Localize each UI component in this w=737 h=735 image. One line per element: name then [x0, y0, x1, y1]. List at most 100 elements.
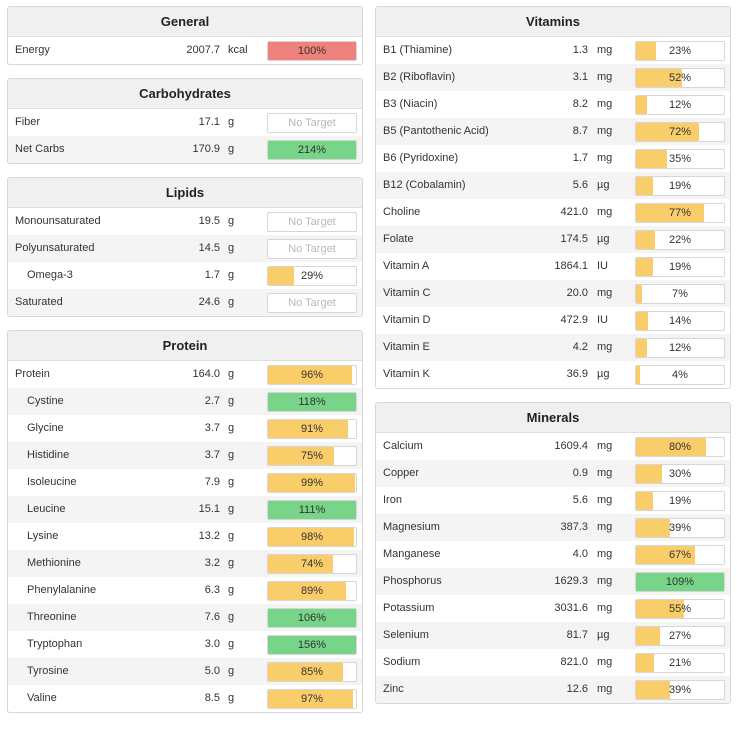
- nutrient-unit: mg: [597, 521, 613, 533]
- nutrient-row[interactable]: B5 (Pantothenic Acid) 8.7 mg 72%: [376, 118, 730, 145]
- nutrient-unit: mg: [597, 152, 613, 164]
- target-progress-fill: [268, 528, 355, 546]
- nutrient-name: Folate: [383, 233, 414, 245]
- nutrient-row[interactable]: Net Carbs 170.9 g 214%: [8, 136, 362, 163]
- nutrient-amount: 2.7: [204, 395, 220, 407]
- nutrient-row[interactable]: Choline 421.0 mg 77%: [376, 199, 730, 226]
- target-progress-bar: 21%: [635, 653, 725, 673]
- panel-title: Lipids: [8, 178, 362, 208]
- nutrient-unit: g: [228, 476, 235, 488]
- nutrient-row[interactable]: Zinc 12.6 mg 39%: [376, 676, 730, 703]
- nutrient-row[interactable]: Magnesium 387.3 mg 39%: [376, 514, 730, 541]
- nutrient-row[interactable]: Iron 5.6 mg 19%: [376, 487, 730, 514]
- nutrient-unit: g: [228, 143, 235, 155]
- nutrient-unit: mg: [597, 548, 613, 560]
- nutrient-name: Glycine: [27, 422, 64, 434]
- target-progress-fill: [268, 420, 349, 438]
- nutrient-amount: 421.0: [560, 206, 588, 218]
- target-progress-fill: [636, 654, 655, 672]
- nutrient-row[interactable]: Histidine 3.7 g 75%: [8, 442, 362, 469]
- nutrient-row[interactable]: Polyunsaturated 14.5 g No Target: [8, 235, 362, 262]
- nutrient-row[interactable]: B1 (Thiamine) 1.3 mg 23%: [376, 37, 730, 64]
- nutrient-row[interactable]: Vitamin A 1864.1 IU 19%: [376, 253, 730, 280]
- nutrient-row[interactable]: Tryptophan 3.0 g 156%: [8, 631, 362, 658]
- target-progress-fill: [636, 204, 704, 222]
- nutrient-unit: g: [228, 584, 235, 596]
- nutrient-name: Copper: [383, 467, 420, 479]
- nutrient-row[interactable]: Tyrosine 5.0 g 85%: [8, 658, 362, 685]
- nutrient-name: Magnesium: [383, 521, 440, 533]
- nutrient-name: Vitamin A: [383, 260, 430, 272]
- target-percent-label: 4%: [672, 369, 688, 381]
- panel-general: General Energy 2007.7 kcal 100%: [7, 6, 363, 65]
- nutrient-row[interactable]: B2 (Riboflavin) 3.1 mg 52%: [376, 64, 730, 91]
- target-progress-fill: [268, 393, 356, 411]
- left-column: General Energy 2007.7 kcal 100% Carbohydrat…: [7, 6, 363, 726]
- nutrient-amount: 3031.6: [554, 602, 588, 614]
- target-progress-bar: 55%: [635, 599, 725, 619]
- nutrient-unit: mg: [597, 494, 613, 506]
- nutrient-name: Monounsaturated: [15, 215, 101, 227]
- target-progress-bar: 96%: [267, 365, 357, 385]
- nutrient-row[interactable]: Vitamin D 472.9 IU 14%: [376, 307, 730, 334]
- target-progress-fill: [268, 366, 353, 384]
- nutrient-row[interactable]: Vitamin K 36.9 µg 4%: [376, 361, 730, 388]
- nutrient-row[interactable]: Fiber 17.1 g No Target: [8, 109, 362, 136]
- panel-rows: B1 (Thiamine) 1.3 mg 23% B2 (Riboflavin) 3.1 m…: [376, 37, 730, 388]
- nutrient-row[interactable]: Threonine 7.6 g 106%: [8, 604, 362, 631]
- nutrient-row[interactable]: Leucine 15.1 g 111%: [8, 496, 362, 523]
- target-progress-bar: 4%: [635, 365, 725, 385]
- nutrient-row[interactable]: Vitamin E 4.2 mg 12%: [376, 334, 730, 361]
- target-percent-label: 12%: [668, 342, 692, 354]
- nutrient-unit: mg: [597, 656, 613, 668]
- target-percent-label: 21%: [668, 657, 692, 669]
- target-progress-bar: 77%: [635, 203, 725, 223]
- nutrient-unit: mg: [597, 287, 613, 299]
- nutrient-unit: g: [228, 557, 235, 569]
- nutrient-row[interactable]: Copper 0.9 mg 30%: [376, 460, 730, 487]
- nutrient-row[interactable]: Isoleucine 7.9 g 99%: [8, 469, 362, 496]
- nutrient-row[interactable]: B3 (Niacin) 8.2 mg 12%: [376, 91, 730, 118]
- nutrient-row[interactable]: Monounsaturated 19.5 g No Target: [8, 208, 362, 235]
- target-progress-bar: 22%: [635, 230, 725, 250]
- target-percent-label: 77%: [668, 207, 692, 219]
- panel-rows: Energy 2007.7 kcal 100%: [8, 37, 362, 64]
- nutrient-name: Fiber: [15, 116, 41, 128]
- target-progress-fill: [268, 555, 334, 573]
- nutrient-row[interactable]: Sodium 821.0 mg 21%: [376, 649, 730, 676]
- target-percent-label: 118%: [298, 396, 326, 408]
- nutrient-name: Vitamin K: [383, 368, 430, 380]
- nutrient-row[interactable]: B6 (Pyridoxine) 1.7 mg 35%: [376, 145, 730, 172]
- nutrient-row[interactable]: Manganese 4.0 mg 67%: [376, 541, 730, 568]
- nutrient-unit: g: [228, 368, 235, 380]
- nutrient-amount: 3.2: [204, 557, 220, 569]
- nutrient-row[interactable]: Selenium 81.7 µg 27%: [376, 622, 730, 649]
- nutrient-amount: 821.0: [560, 656, 588, 668]
- target-progress-fill: [636, 150, 667, 168]
- nutrient-row[interactable]: B12 (Cobalamin) 5.6 µg 19%: [376, 172, 730, 199]
- nutrient-row[interactable]: Methionine 3.2 g 74%: [8, 550, 362, 577]
- nutrient-row[interactable]: Phenylalanine 6.3 g 89%: [8, 577, 362, 604]
- nutrient-row[interactable]: Phosphorus 1629.3 mg 109%: [376, 568, 730, 595]
- nutrient-row[interactable]: Saturated 24.6 g No Target: [8, 289, 362, 316]
- nutrient-row[interactable]: Folate 174.5 µg 22%: [376, 226, 730, 253]
- nutrient-row[interactable]: Glycine 3.7 g 91%: [8, 415, 362, 442]
- target-progress-fill: [636, 627, 660, 645]
- target-percent-label: 109%: [665, 576, 695, 588]
- nutrient-row[interactable]: Omega-3 1.7 g 29%: [8, 262, 362, 289]
- nutrient-amount: 8.2: [572, 98, 588, 110]
- target-progress-bar: 109%: [635, 572, 725, 592]
- nutrient-row[interactable]: Vitamin C 20.0 mg 7%: [376, 280, 730, 307]
- nutrient-row[interactable]: Lysine 13.2 g 98%: [8, 523, 362, 550]
- nutrient-name: Sodium: [383, 656, 421, 668]
- nutrient-amount: 36.9: [566, 368, 588, 380]
- nutrient-row[interactable]: Calcium 1609.4 mg 80%: [376, 433, 730, 460]
- nutrient-unit: g: [228, 215, 235, 227]
- target-progress-fill: [268, 636, 356, 654]
- nutrient-row[interactable]: Protein 164.0 g 96%: [8, 361, 362, 388]
- nutrient-row[interactable]: Cystine 2.7 g 118%: [8, 388, 362, 415]
- panel-rows: Calcium 1609.4 mg 80% Copper 0.9 mg 30% Iron 5.6 m…: [376, 433, 730, 703]
- nutrient-row[interactable]: Potassium 3031.6 mg 55%: [376, 595, 730, 622]
- nutrient-row[interactable]: Energy 2007.7 kcal 100%: [8, 37, 362, 64]
- nutrient-row[interactable]: Valine 8.5 g 97%: [8, 685, 362, 712]
